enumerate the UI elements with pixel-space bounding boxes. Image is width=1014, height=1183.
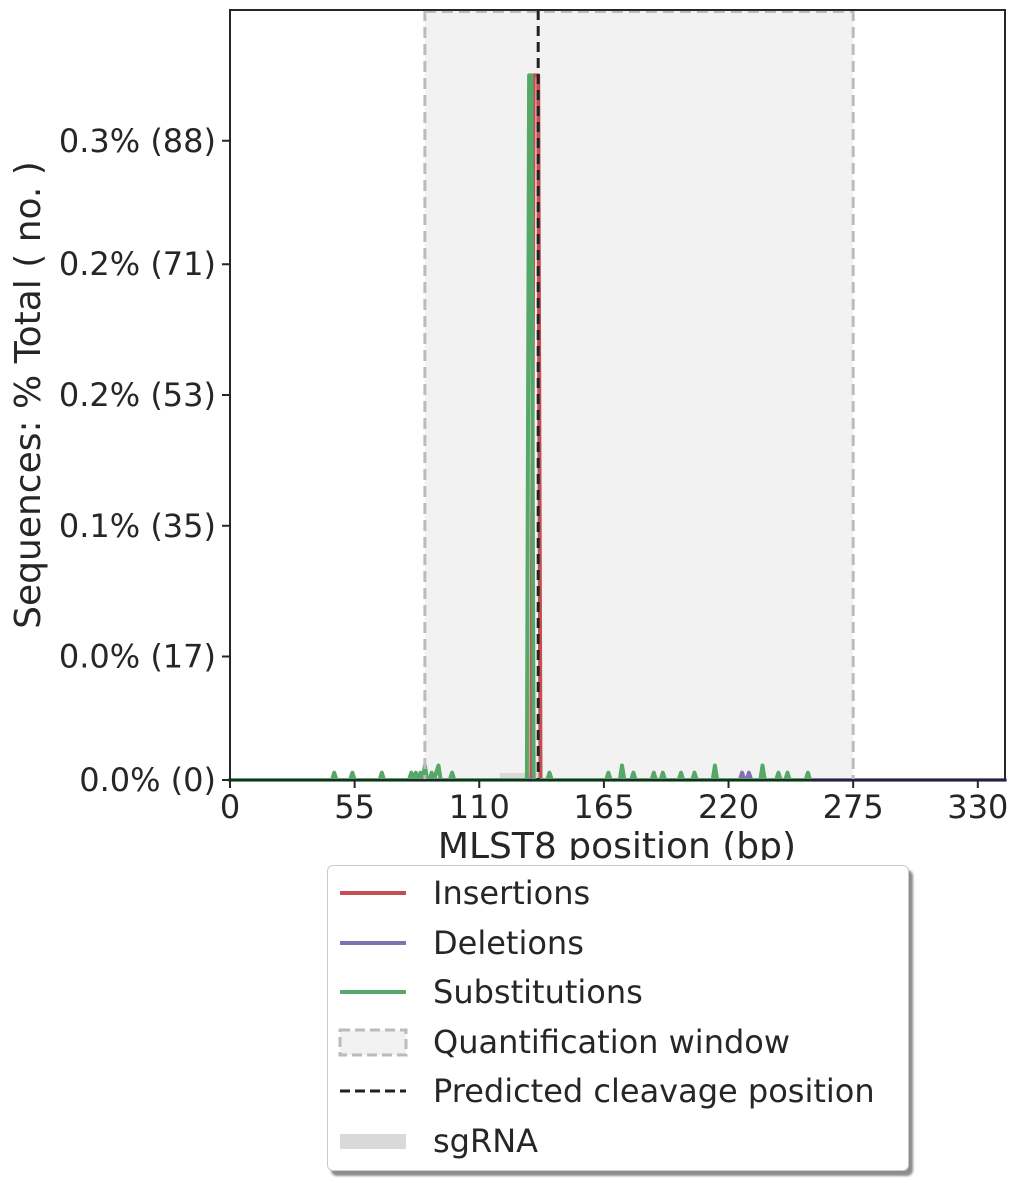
y-tick-label: 0.3% (88) bbox=[59, 122, 216, 160]
legend-item-substitutions: Substitutions bbox=[328, 970, 908, 1014]
quantification-window-fill bbox=[424, 10, 854, 780]
chart: 0 55 110 165 220 275 330 0.0% (0) 0.0% (17) 0.1% … bbox=[8, 9, 1008, 860]
legend-box-quantification-window bbox=[338, 1028, 408, 1057]
legend-label-insertions: Insertions bbox=[433, 874, 591, 912]
y-tick-label: 0.2% (71) bbox=[59, 245, 216, 283]
legend-item-predicted-cleavage: Predicted cleavage position bbox=[328, 1069, 908, 1113]
legend-swatch-deletions bbox=[340, 940, 406, 945]
legend-bar-sgrna bbox=[340, 1134, 406, 1149]
legend-label-substitutions: Substitutions bbox=[433, 973, 643, 1012]
y-axis-title: Sequences: % Total ( no. ) bbox=[8, 161, 49, 629]
legend-swatch-substitutions bbox=[340, 990, 406, 995]
legend-label-predicted-cleavage: Predicted cleavage position bbox=[433, 1072, 875, 1111]
legend-label-deletions: Deletions bbox=[433, 923, 584, 962]
y-tick-label: 0.2% (53) bbox=[59, 376, 216, 414]
legend-swatch-sgrna bbox=[340, 1134, 406, 1149]
x-tick-label: 330 bbox=[947, 788, 1008, 826]
legend-swatch-quantification-window bbox=[338, 1028, 408, 1057]
legend-item-quantification-window: Quantification window bbox=[328, 1020, 908, 1064]
x-tick-label: 0 bbox=[220, 788, 240, 826]
legend-label-sgrna: sgRNA bbox=[433, 1122, 539, 1160]
legend-swatch-insertions bbox=[340, 891, 406, 895]
sgrna-bar bbox=[499, 773, 539, 780]
y-tick-label: 0.0% (0) bbox=[79, 761, 216, 799]
legend-item-insertions: Insertions bbox=[328, 871, 908, 915]
legend: Insertions Deletions Substitutions Quantifi… bbox=[327, 865, 909, 1171]
x-axis-title: MLST8 position (bp) bbox=[438, 826, 796, 860]
x-tick-label: 220 bbox=[698, 788, 759, 826]
legend-item-deletions: Deletions bbox=[328, 921, 908, 965]
legend-item-sgrna: sgRNA bbox=[328, 1119, 908, 1163]
legend-label-quantification-window: Quantification window bbox=[433, 1022, 791, 1061]
x-tick-label: 55 bbox=[334, 788, 375, 826]
legend-swatch-predicted-cleavage bbox=[340, 1089, 406, 1093]
x-tick-label: 110 bbox=[449, 788, 510, 826]
x-tick-label: 275 bbox=[823, 788, 884, 826]
y-tick-label: 0.1% (35) bbox=[59, 507, 216, 545]
x-tick-label: 165 bbox=[573, 788, 634, 826]
y-tick-label: 0.0% (17) bbox=[59, 638, 216, 676]
